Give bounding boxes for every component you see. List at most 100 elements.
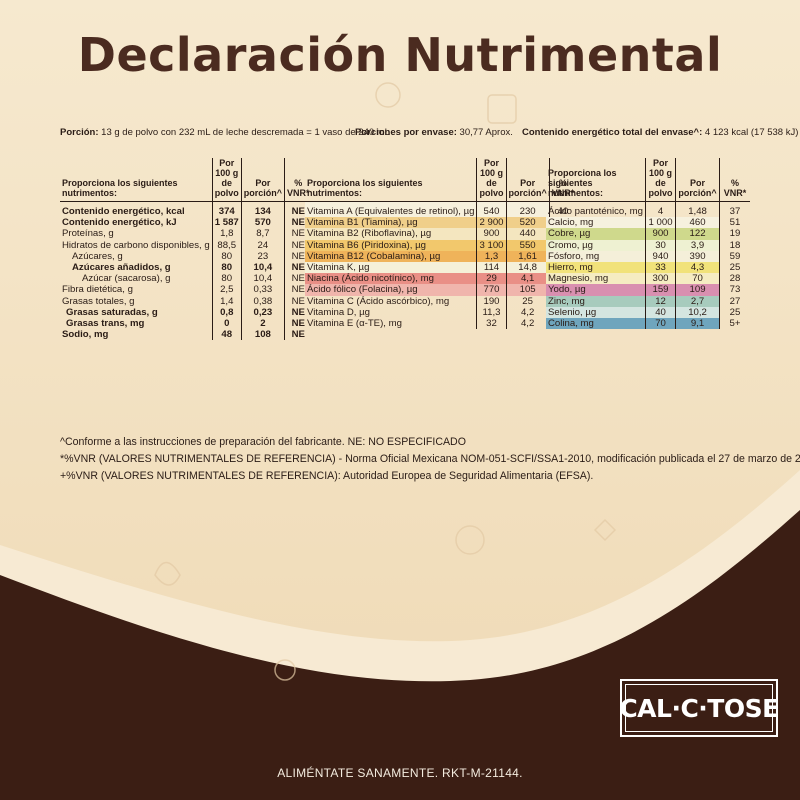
table-row: Grasas trans, mg 0 2 NE <box>60 318 312 330</box>
nutrient-name: Yodo, µg <box>546 284 646 296</box>
value-per-portion: 4,2 <box>506 306 550 319</box>
value-per-100g: 4 <box>645 201 677 218</box>
nutrient-name: Cobre, µg <box>546 228 646 240</box>
value-per-portion: 390 <box>675 250 720 263</box>
nutrient-name: Azúcar (sacarosa), g <box>60 273 213 285</box>
value-per-100g: 900 <box>476 228 507 240</box>
brand-logo-text: CAL·C·TOSE <box>619 684 779 732</box>
nutrient-name: Grasas totales, g <box>60 295 213 307</box>
nutrient-name: Fósforo, mg <box>546 250 646 263</box>
table-row: Vitamina B12 (Cobalamina), µg1,31,6177 <box>305 250 576 263</box>
servings-info: Porciones por envase: 30,77 Aprox. <box>355 127 513 138</box>
energy-value: 4 123 kcal (17 538 kJ) <box>702 127 799 138</box>
footnote-vnr-mexico: *%VNR (VALORES NUTRIMENTALES DE REFERENC… <box>60 453 800 465</box>
table-row: Proteínas, g 1,8 8,7 NE <box>60 228 312 240</box>
table-row: Vitamina B1 (Tiamina), µg2 90052065 <box>305 217 576 229</box>
table-row: Yodo, µg 159 109 73 <box>546 284 750 296</box>
value-per-portion: 0,33 <box>241 284 286 296</box>
value-per-100g: 190 <box>476 295 507 307</box>
value-per-portion: 570 <box>241 217 286 229</box>
nutrient-name: Vitamina B2 (Riboflavina), µg <box>305 228 478 240</box>
nutrient-name: Vitamina D, µg <box>305 306 478 319</box>
table-row: Ácido fólico (Folacina), µg77010528 <box>305 284 576 296</box>
value-per-portion: 0,23 <box>241 306 286 319</box>
nutrient-name: Hierro, mg <box>546 262 646 274</box>
value-per-portion: 440 <box>506 228 550 240</box>
nutrient-name: Contenido energético, kJ <box>60 217 213 229</box>
value-per-100g: 374 <box>212 201 242 218</box>
value-per-100g: 770 <box>476 284 507 296</box>
portion-info: Porción: 13 g de polvo con 232 mL de lec… <box>60 127 390 138</box>
column-header-nutrient: Proporciona los siguientes nutrimentos: <box>305 158 478 202</box>
column-header-nutrient: Proporciona los siguientes nutrimentos: <box>60 158 213 202</box>
energy-label: Contenido energético total del envase^: <box>522 127 703 138</box>
value-per-portion: 0,38 <box>241 295 286 307</box>
value-per-100g: 48 <box>212 329 242 341</box>
value-per-100g: 32 <box>476 318 507 330</box>
table-row: Colina, mg 70 9,1 5+ <box>546 318 750 330</box>
value-per-100g: 30 <box>645 239 677 251</box>
value-vnr: NE <box>291 239 305 251</box>
value-per-portion: 10,4 <box>241 262 286 274</box>
value-vnr: NE <box>291 250 305 262</box>
table-row: Contenido energético, kJ 1 587 570 NE <box>60 217 312 229</box>
value-per-portion: 23 <box>241 250 286 263</box>
value-vnr: 19 <box>729 228 741 240</box>
value-per-portion: 70 <box>675 273 720 285</box>
nutrient-name: Calcio, mg <box>546 217 646 229</box>
table-row: Magnesio, mg 300 70 28 <box>546 273 750 285</box>
value-per-100g: 29 <box>476 273 507 285</box>
table-row: Azúcar (sacarosa), g 80 10,4 NE <box>60 273 312 285</box>
value-vnr: 73 <box>729 284 741 296</box>
value-vnr: NE <box>291 228 305 240</box>
table-row: Hierro, mg 33 4,3 25 <box>546 262 750 274</box>
value-per-100g: 540 <box>476 201 507 218</box>
table-row: Azúcares añadidos, g 80 10,4 NE <box>60 262 312 274</box>
value-vnr: 37 <box>729 206 741 217</box>
table-row: Cromo, µg 30 3,9 18 <box>546 239 750 251</box>
value-vnr: 28 <box>729 273 741 285</box>
column-header-per100: Por 100 g de polvo <box>212 158 242 202</box>
value-per-100g: 80 <box>212 250 242 263</box>
value-per-portion: 1,61 <box>506 250 550 263</box>
value-vnr: NE <box>291 306 305 318</box>
footnote-vnr-efsa: +%VNR (VALORES NUTRIMENTALES DE REFERENC… <box>60 470 594 482</box>
nutrient-name: Hidratos de carbono disponibles, g <box>60 239 213 251</box>
value-per-100g: 11,3 <box>476 306 507 319</box>
value-per-portion: 122 <box>675 228 720 240</box>
nutrient-name: Grasas saturadas, g <box>60 306 213 319</box>
energy-info: Contenido energético total del envase^: … <box>522 127 798 138</box>
nutrient-name: Niacina (Ácido nicotínico), mg <box>305 273 478 285</box>
table-row: Selenio, µg 40 10,2 25 <box>546 306 750 319</box>
value-per-100g: 2 900 <box>476 217 507 229</box>
nutrient-name: Fibra dietética, g <box>60 284 213 296</box>
value-vnr: NE <box>291 329 305 341</box>
table-row: Azúcares, g 80 23 NE <box>60 250 312 263</box>
footnote-preparation: ^Conforme a las instrucciones de prepara… <box>60 436 466 448</box>
value-vnr: NE <box>291 295 305 307</box>
nutrient-name: Vitamina B12 (Cobalamina), µg <box>305 250 478 263</box>
nutrient-name: Ácido pantoténico, mg <box>546 201 646 218</box>
value-per-portion: 4,3 <box>675 262 720 274</box>
nutrient-name: Cromo, µg <box>546 239 646 251</box>
value-per-100g: 33 <box>645 262 677 274</box>
value-vnr: NE <box>291 318 305 330</box>
nutrient-name: Zinc, mg <box>546 295 646 307</box>
value-per-100g: 12 <box>645 295 677 307</box>
portion-value: 13 g de polvo con 232 mL de leche descre… <box>98 127 390 138</box>
value-per-portion: 8,7 <box>241 228 286 240</box>
value-per-100g: 159 <box>645 284 677 296</box>
nutrient-name: Contenido energético, kcal <box>60 201 213 218</box>
nutrition-table-minerals: Proporciona los siguientes nutrimentos: … <box>546 158 750 330</box>
value-per-100g: 1 587 <box>212 217 242 229</box>
value-vnr: NE <box>291 206 305 217</box>
column-header-portion: Por porción^ <box>241 158 286 202</box>
table-row: Contenido energético, kcal 374 134 NE <box>60 201 312 218</box>
table-row: Hidratos de carbono disponibles, g 88,5 24… <box>60 239 312 251</box>
value-vnr: 51 <box>729 217 741 229</box>
table-row: Calcio, mg 1 000 460 51 <box>546 217 750 229</box>
nutrient-name: Colina, mg <box>546 318 646 330</box>
table-row: Ácido pantoténico, mg 4 1,48 37 <box>546 201 750 218</box>
